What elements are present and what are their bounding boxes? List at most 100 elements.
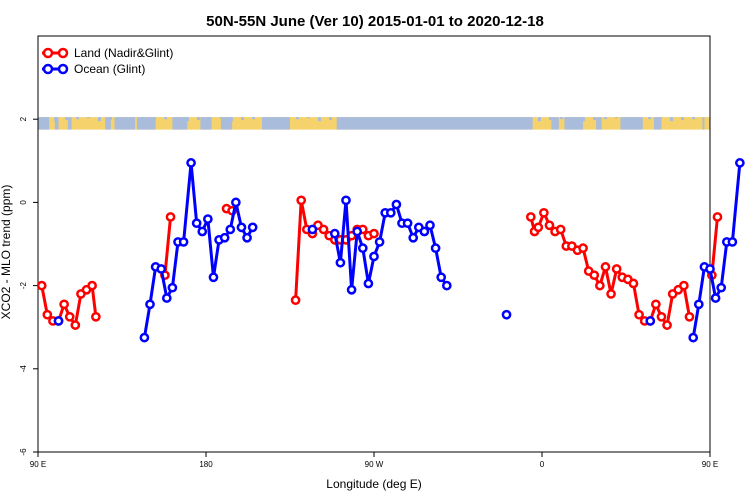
data-point xyxy=(710,293,721,303)
data-point xyxy=(589,270,600,281)
strip-ocean-segment xyxy=(38,117,50,130)
plot-frame xyxy=(37,35,711,453)
data-point xyxy=(555,224,566,235)
data-point xyxy=(87,280,97,291)
data-point xyxy=(385,207,396,218)
data-point xyxy=(716,282,727,293)
data-point xyxy=(684,311,695,322)
data-point xyxy=(628,278,639,289)
data-point xyxy=(165,212,176,222)
strip-texture xyxy=(76,117,79,120)
strip-texture xyxy=(197,117,200,121)
data-point xyxy=(64,311,75,322)
strip-ocean-segment xyxy=(172,117,188,130)
strip-texture xyxy=(582,117,585,122)
data-point xyxy=(341,195,351,206)
data-point xyxy=(225,224,236,235)
strip-texture xyxy=(505,117,508,121)
data-point xyxy=(247,222,258,233)
data-point xyxy=(578,243,588,254)
strip-texture xyxy=(274,117,277,122)
data-point xyxy=(231,197,241,208)
data-point xyxy=(712,212,723,222)
strip-ocean-segment xyxy=(54,117,59,130)
data-point xyxy=(600,262,611,272)
strip-texture xyxy=(120,117,123,120)
data-point xyxy=(441,280,452,291)
y-tick-label: -6 xyxy=(19,448,28,456)
strip-texture xyxy=(417,117,420,121)
strip-texture xyxy=(560,117,563,120)
legend-label: Ocean (Glint) xyxy=(74,62,145,76)
data-point xyxy=(544,220,555,231)
strip-texture xyxy=(164,117,167,120)
y-tick-label: 2 xyxy=(19,116,28,121)
strip-texture xyxy=(571,117,574,119)
strip-ocean-segment xyxy=(262,117,290,130)
series-ocean xyxy=(53,158,745,343)
strip-texture xyxy=(263,117,266,119)
data-point xyxy=(611,264,622,274)
data-point xyxy=(662,320,672,330)
strip-texture xyxy=(516,117,519,120)
data-point xyxy=(645,316,656,326)
data-point xyxy=(688,332,699,343)
data-point xyxy=(290,295,301,306)
data-point xyxy=(329,228,340,239)
data-point xyxy=(346,284,357,295)
data-point xyxy=(374,237,385,247)
strip-ocean-segment xyxy=(654,117,662,130)
data-point xyxy=(525,212,536,222)
strip-texture xyxy=(142,117,145,122)
strip-texture xyxy=(681,117,684,121)
strip-texture xyxy=(373,117,376,121)
strip-texture xyxy=(626,117,629,122)
strip-texture xyxy=(538,117,541,122)
strip-ocean-segment xyxy=(105,117,111,130)
y-tick-label: 0 xyxy=(19,200,28,205)
legend-swatch-marker xyxy=(57,47,69,59)
data-point xyxy=(693,299,704,310)
strip-texture xyxy=(208,117,211,120)
series-line xyxy=(691,162,742,338)
strip-texture xyxy=(230,117,233,122)
data-point xyxy=(606,289,616,299)
data-point xyxy=(402,218,413,229)
strip-ocean-segment xyxy=(114,117,136,130)
series-land xyxy=(36,195,723,330)
strip-ocean-segment xyxy=(200,117,212,130)
data-point xyxy=(369,251,379,262)
strip-texture xyxy=(43,117,46,119)
strip-ocean-segment xyxy=(702,117,705,130)
data-point xyxy=(42,309,53,320)
series-layer xyxy=(36,158,745,343)
strip-texture xyxy=(87,117,90,119)
data-point xyxy=(425,220,435,231)
strip-texture xyxy=(98,117,101,122)
legend-label: Land (Nadir&Glint) xyxy=(74,46,173,60)
data-point xyxy=(161,293,172,303)
data-point xyxy=(236,222,247,233)
y-tick-label: -4 xyxy=(19,365,28,373)
strip-texture xyxy=(615,117,618,119)
strip-texture xyxy=(318,117,321,122)
data-point xyxy=(242,232,252,243)
x-tick-label: 90 E xyxy=(702,460,718,469)
data-point xyxy=(197,226,208,237)
strip-texture xyxy=(527,117,530,119)
strip-texture xyxy=(307,117,310,119)
x-tick-label: 0 xyxy=(540,460,545,469)
data-point xyxy=(191,218,202,229)
strip-texture xyxy=(340,117,343,120)
strip-texture xyxy=(241,117,244,121)
strip-ocean-segment xyxy=(336,117,533,130)
y-axis-label: XCO2 - MLO trend (ppm) xyxy=(0,185,13,320)
strip-texture xyxy=(285,117,288,121)
strip-texture xyxy=(384,117,387,120)
data-point xyxy=(430,243,441,254)
strip-texture xyxy=(395,117,398,119)
strip-ocean-segment xyxy=(596,117,602,130)
land-sea-strip xyxy=(38,117,710,130)
data-point xyxy=(156,264,167,274)
x-axis-label: Longitude (deg E) xyxy=(326,477,421,491)
